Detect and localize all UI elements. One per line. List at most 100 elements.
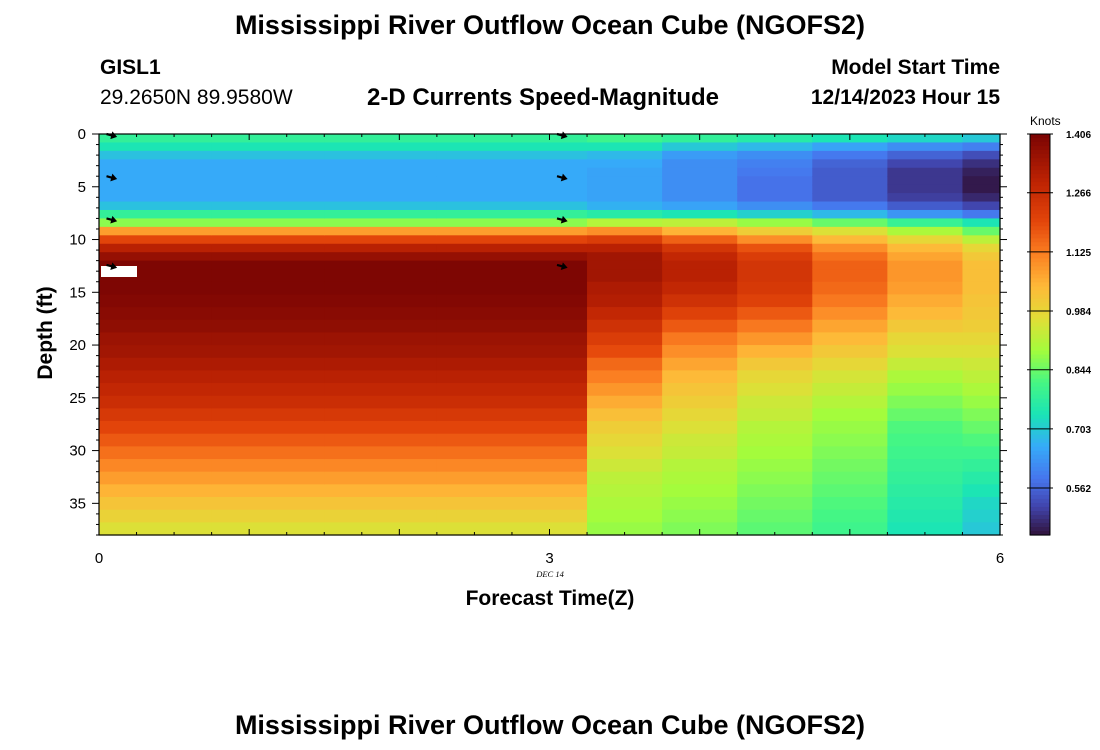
heatmap-cell xyxy=(99,446,213,460)
heatmap-cell xyxy=(812,509,888,523)
heatmap-cell xyxy=(324,226,438,236)
heatmap-cell xyxy=(662,159,738,169)
heatmap-cell xyxy=(436,408,588,422)
colorbar-segment xyxy=(1030,218,1050,223)
heatmap-cell xyxy=(436,269,588,283)
heatmap-cell xyxy=(436,150,588,160)
heatmap-cell xyxy=(737,243,813,253)
colorbar-segment xyxy=(1030,434,1050,440)
heatmap-cell xyxy=(436,142,588,152)
heatmap-cell xyxy=(99,243,213,253)
heatmap-cell xyxy=(436,446,588,460)
current-vector xyxy=(106,173,118,182)
heatmap-cell xyxy=(887,471,964,485)
heatmap-cell xyxy=(962,319,1001,333)
heatmap-cell xyxy=(962,142,1001,152)
colorbar-segment xyxy=(1030,262,1050,267)
heatmap-cell xyxy=(662,459,738,473)
heatmap-cell xyxy=(324,357,438,371)
heatmap-cell xyxy=(436,134,588,144)
heatmap-cell xyxy=(587,459,663,473)
colorbar-segment xyxy=(1030,154,1050,159)
heatmap-cell xyxy=(587,332,663,346)
heatmap-cell xyxy=(211,150,325,160)
heatmap-cell xyxy=(737,142,813,152)
heatmap-cell xyxy=(962,226,1001,236)
heatmap-cell xyxy=(812,184,888,194)
colorbar-segment xyxy=(1030,226,1050,231)
heatmap-cell xyxy=(662,243,738,253)
colorbar-segment xyxy=(1030,258,1050,263)
heatmap-cell xyxy=(436,226,588,236)
heatmap-cell xyxy=(211,383,325,397)
y-axis-label: Depth (ft) xyxy=(34,286,57,379)
heatmap-cell xyxy=(324,176,438,186)
current-vector xyxy=(556,215,568,224)
heatmap-cell xyxy=(211,509,325,523)
heatmap-cell xyxy=(211,446,325,460)
colorbar-tick-label: 0.703 xyxy=(1066,425,1091,436)
heatmap-cell xyxy=(99,522,213,536)
heatmap-cell xyxy=(99,184,213,194)
heatmap-cell xyxy=(737,497,813,511)
heatmap-cell xyxy=(962,159,1001,169)
heatmap-cell xyxy=(662,184,738,194)
heatmap-cell xyxy=(211,459,325,473)
heatmap-cell xyxy=(737,294,813,308)
heatmap-cell xyxy=(812,209,888,220)
colorbar-segment xyxy=(1030,354,1050,360)
heatmap-cell xyxy=(211,281,325,295)
heatmap-cell xyxy=(587,193,663,203)
heatmap-cell xyxy=(436,484,588,498)
heatmap-cell xyxy=(211,307,325,321)
heatmap-cell xyxy=(99,260,213,270)
station-coordinates: 29.2650N 89.9580W xyxy=(100,86,293,109)
colorbar-segment xyxy=(1030,346,1050,352)
heatmap-cell xyxy=(436,235,588,245)
heatmap-cell xyxy=(211,471,325,485)
heatmap-cell xyxy=(662,142,738,152)
heatmap-cell xyxy=(737,446,813,460)
heatmap-cell xyxy=(587,260,663,270)
heatmap-cell xyxy=(887,252,964,262)
y-tick-label: 15 xyxy=(69,284,86,301)
heatmap-cell xyxy=(211,522,325,536)
colorbar-segment xyxy=(1030,174,1050,179)
heatmap-cell xyxy=(211,176,325,186)
heatmap-cell xyxy=(99,307,213,321)
y-tick-label: 30 xyxy=(69,443,86,460)
heatmap-cell xyxy=(436,159,588,169)
colorbar-segment xyxy=(1030,494,1050,500)
colorbar-segment xyxy=(1030,290,1050,295)
heatmap-cell xyxy=(211,497,325,511)
heatmap-cell xyxy=(324,370,438,384)
heatmap-cell xyxy=(887,459,964,473)
heatmap-cell xyxy=(812,150,888,160)
heatmap-cell xyxy=(962,184,1001,194)
heatmap-cell xyxy=(662,269,738,283)
colorbar-segment xyxy=(1030,438,1050,444)
heatmap-cell xyxy=(211,134,325,144)
heatmap-cell xyxy=(587,281,663,295)
heatmap-cell xyxy=(211,433,325,447)
heatmap-cell xyxy=(737,235,813,245)
heatmap-cell xyxy=(662,395,738,409)
heatmap-cell xyxy=(436,209,588,220)
colorbar-segment xyxy=(1030,410,1050,416)
colorbar-segment xyxy=(1030,518,1050,524)
heatmap-cell xyxy=(99,281,213,295)
heatmap-cell xyxy=(587,134,663,144)
heatmap-cell xyxy=(737,345,813,359)
heatmap-cell xyxy=(962,243,1001,253)
heatmap-cell xyxy=(324,184,438,194)
heatmap-cell xyxy=(962,395,1001,409)
heatmap-cell xyxy=(436,218,588,228)
heatmap-cell xyxy=(662,319,738,333)
heatmap-cell xyxy=(662,408,738,422)
heatmap-cell xyxy=(662,497,738,511)
heatmap-cell xyxy=(887,383,964,397)
date-label: DEC 14 xyxy=(535,569,564,579)
heatmap-cell xyxy=(436,281,588,295)
heatmap-cell xyxy=(962,383,1001,397)
x-tick-label: 6 xyxy=(996,550,1004,567)
